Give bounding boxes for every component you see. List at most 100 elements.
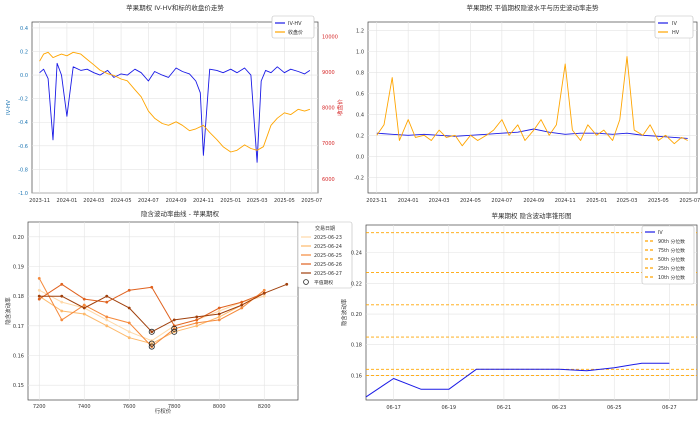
data-point — [37, 276, 41, 280]
legend-box — [641, 225, 695, 285]
data-point — [217, 306, 221, 310]
y-tick-label: 0.20 — [13, 235, 24, 241]
data-point — [60, 309, 64, 313]
x-tick-label: 06-19 — [441, 405, 456, 411]
legend-label: IV — [658, 230, 663, 236]
x-tick-label: 2024-01 — [398, 198, 419, 204]
legend-label: 2025-06-25 — [314, 253, 342, 259]
x-tick-label: 2024-03 — [83, 198, 104, 204]
data-point — [37, 294, 41, 298]
data-point — [150, 330, 154, 334]
atm-marker — [171, 328, 178, 335]
x-tick-label: 2024-01 — [56, 198, 77, 204]
x-tick-label: 06-21 — [497, 405, 512, 411]
x-tick-label: 2024-03 — [429, 198, 450, 204]
data-point — [105, 318, 109, 322]
y-tick-label: -0.8 — [18, 167, 28, 173]
x-tick-label: 8200 — [258, 404, 271, 410]
legend-label: 75th 分位数 — [658, 247, 685, 254]
data-point — [60, 282, 64, 286]
series-line — [39, 51, 311, 153]
data-point — [217, 309, 221, 313]
data-point — [172, 318, 176, 322]
legend-label: 10th 分位数 — [658, 274, 685, 281]
data-point — [82, 312, 86, 316]
data-point — [127, 288, 131, 292]
y-axis-label: IV-HV — [6, 100, 12, 115]
data-point — [240, 300, 244, 304]
data-point — [37, 288, 41, 292]
x-tick-label: 2025-05 — [648, 198, 669, 204]
y2-tick-label: 6000 — [322, 177, 335, 183]
legend-label: 2025-06-24 — [314, 244, 342, 250]
data-point — [127, 330, 131, 334]
data-point — [195, 318, 199, 322]
data-point — [105, 315, 109, 319]
plot-frame — [27, 221, 299, 401]
y-tick-label: 0.4 — [20, 26, 28, 32]
x-tick-label: 2024-09 — [523, 198, 544, 204]
data-point — [150, 285, 154, 289]
x-axis-label: 行权价 — [155, 407, 172, 415]
chart-title: 苹果期权 隐含波动率锥形图 — [491, 211, 571, 220]
x-tick-label: 2024-07 — [138, 198, 159, 204]
legend-label: 2025-06-26 — [314, 262, 342, 268]
data-point — [37, 297, 41, 301]
series-line — [365, 362, 670, 398]
data-point — [60, 318, 64, 322]
y-tick-label: 0.2 — [20, 49, 28, 55]
x-tick-label: 2024-05 — [111, 198, 132, 204]
data-point — [262, 291, 266, 295]
x-tick-label: 2025-01 — [220, 198, 241, 204]
legend-label: 25th 分位数 — [658, 265, 685, 272]
y2-axis-label: 收盘价 — [336, 99, 344, 116]
x-tick-label: 2025-03 — [247, 198, 268, 204]
x-tick-label: 2024-11 — [193, 198, 214, 204]
x-tick-label: 06-17 — [386, 405, 401, 411]
x-tick-label: 2025-07 — [301, 198, 322, 204]
legend-label: 50th 分位数 — [658, 256, 685, 263]
y2-tick-label: 10000 — [322, 34, 338, 40]
x-tick-label: 2023-11 — [29, 198, 50, 204]
y-tick-label: -0.6 — [18, 144, 28, 150]
data-point — [262, 288, 266, 292]
data-point — [105, 294, 109, 298]
series-line — [39, 283, 287, 333]
data-point — [262, 294, 266, 298]
legend-label: 平值期权 — [314, 279, 333, 286]
y2-tick-label: 8000 — [322, 106, 335, 112]
x-tick-label: 2023-11 — [366, 198, 387, 204]
x-tick-label: 2025-07 — [679, 198, 700, 204]
x-tick-label: 06-27 — [662, 405, 677, 411]
legend-label: 90th 分位数 — [658, 238, 685, 245]
legend-label: 收盘价 — [288, 29, 303, 36]
data-point — [195, 321, 199, 325]
chart-title: 隐含波动率曲线 - 苹果期权 — [141, 209, 219, 218]
x-tick-label: 2024-09 — [166, 198, 187, 204]
x-tick-label: 7800 — [168, 404, 181, 410]
x-tick-label: 2024-05 — [460, 198, 481, 204]
y-tick-label: 0.4 — [356, 112, 364, 118]
series-line — [376, 128, 688, 139]
atm-marker — [171, 325, 178, 332]
data-point — [127, 321, 131, 325]
data-point — [60, 294, 64, 298]
data-point — [82, 306, 86, 310]
plot-frame — [367, 21, 698, 194]
x-tick-label: 2025-05 — [274, 198, 295, 204]
plot-frame — [31, 21, 319, 194]
data-point — [127, 306, 131, 310]
atm-marker — [148, 343, 155, 350]
y-tick-label: 0.22 — [351, 281, 362, 287]
y-tick-label: -0.4 — [18, 120, 28, 126]
y-tick-label: 0.19 — [13, 265, 24, 271]
data-point — [105, 324, 109, 328]
data-point — [240, 306, 244, 310]
y2-tick-label: 9000 — [322, 70, 335, 76]
y-axis-label: 隐含波动率 — [340, 298, 348, 326]
legend-label: IV — [672, 21, 677, 27]
y-tick-label: 0.16 — [351, 373, 362, 379]
y-tick-label: 0.2 — [356, 133, 364, 139]
y-tick-label: 0.17 — [13, 324, 24, 330]
data-point — [217, 312, 221, 316]
